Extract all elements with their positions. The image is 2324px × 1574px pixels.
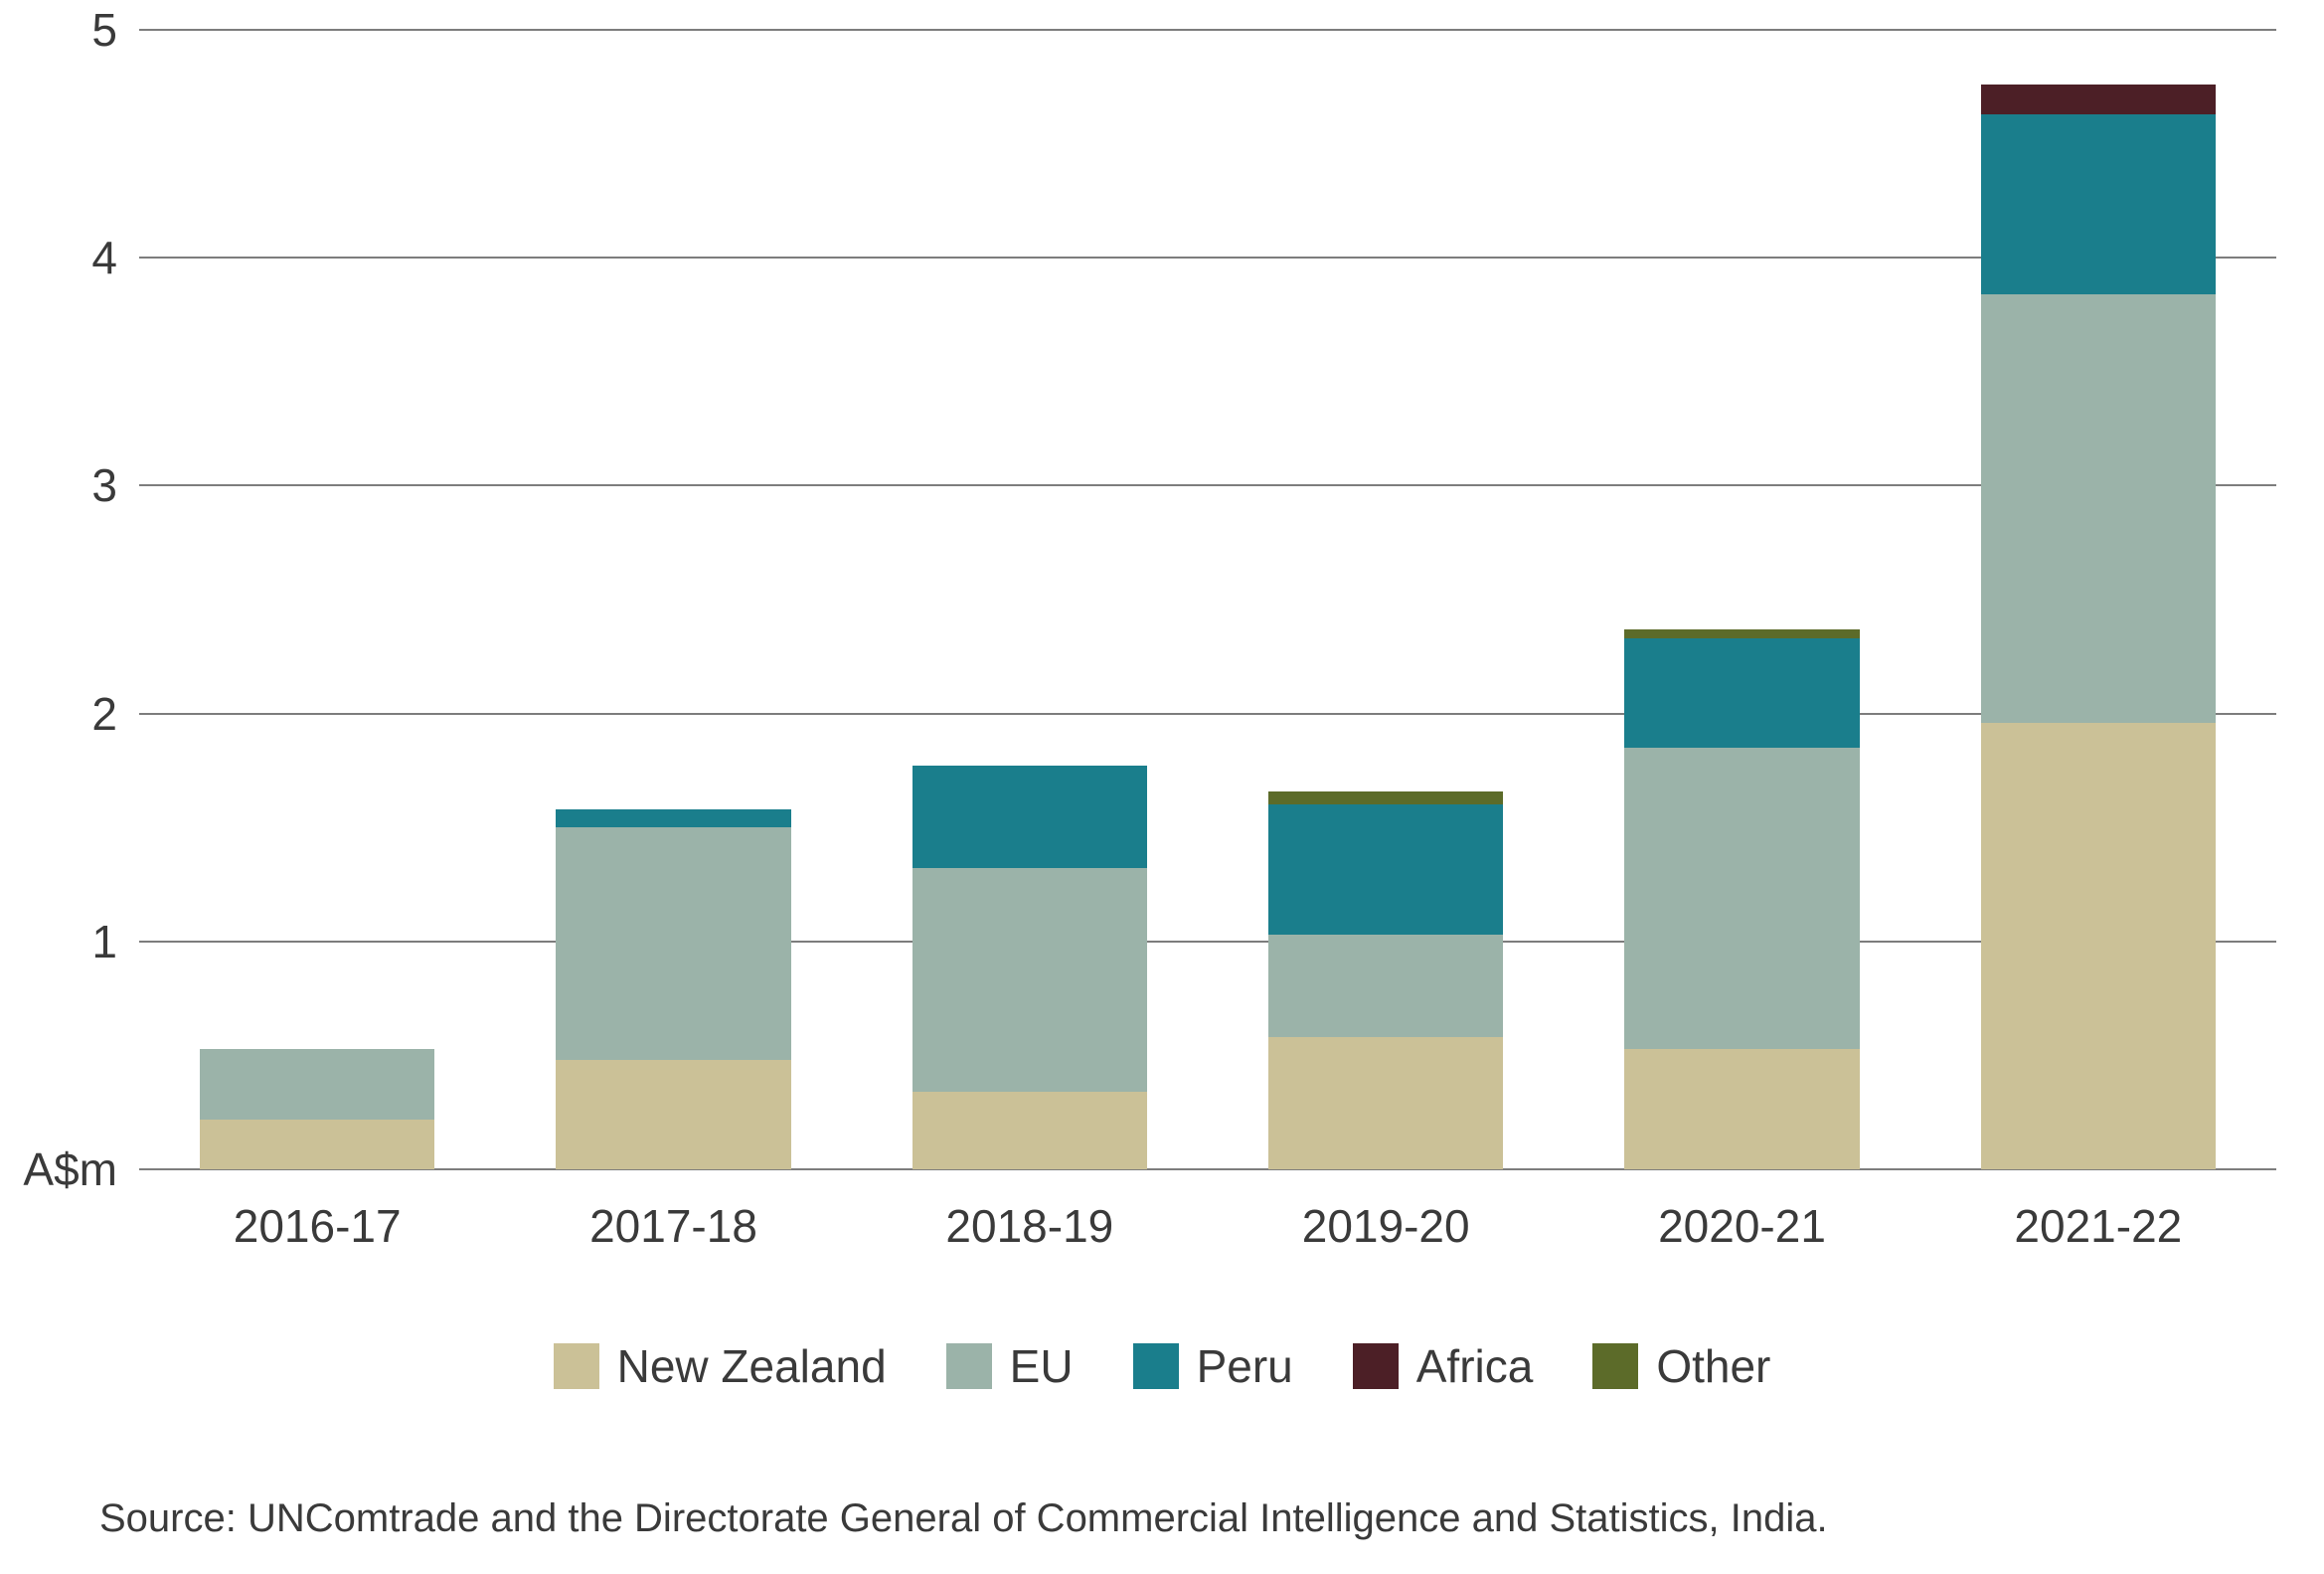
bar-segment <box>1268 1037 1504 1169</box>
bar-segment <box>1624 629 1860 638</box>
bar-segment <box>1624 1049 1860 1169</box>
gridline <box>139 29 2276 31</box>
bar-segment <box>913 766 1148 868</box>
legend-item: Other <box>1592 1335 1770 1393</box>
legend-label: Peru <box>1197 1340 1293 1392</box>
gridline <box>139 713 2276 715</box>
source-caption: Source: UNComtrade and the Directorate G… <box>99 1496 1828 1541</box>
y-axis-unit-label: A$m <box>0 1142 117 1196</box>
bar-segment <box>1268 935 1504 1037</box>
x-tick-label: 2016-17 <box>234 1199 402 1253</box>
bar-segment <box>1981 114 2217 294</box>
gridline <box>139 941 2276 943</box>
x-tick-label: 2017-18 <box>589 1199 757 1253</box>
y-tick-label: 2 <box>0 687 117 741</box>
chart-container: A$m 1 2 3 4 5 2016-17 2017-18 2018-19 2019-20 2020… <box>0 0 2324 1574</box>
y-tick-label: 4 <box>0 231 117 284</box>
x-tick-label: 2020-21 <box>1658 1199 1826 1253</box>
bar-segment <box>556 809 791 827</box>
y-tick-label: 5 <box>0 3 117 57</box>
legend-item: Africa <box>1353 1335 1534 1393</box>
bar-segment <box>556 827 791 1060</box>
gridline <box>139 257 2276 259</box>
legend-label: New Zealand <box>617 1340 887 1392</box>
gridline <box>139 484 2276 486</box>
legend: New Zealand EU Peru Africa Other <box>0 1335 2324 1393</box>
x-tick-label: 2021-22 <box>2014 1199 2182 1253</box>
bar-segment <box>1268 804 1504 935</box>
bar-segment <box>1268 791 1504 805</box>
x-tick-label: 2019-20 <box>1302 1199 1470 1253</box>
x-axis-baseline <box>139 1168 2276 1170</box>
bar-segment <box>556 1060 791 1169</box>
bar-segment <box>1624 638 1860 748</box>
bar-segment <box>200 1049 435 1120</box>
bar-segment <box>913 1092 1148 1169</box>
legend-swatch <box>1353 1343 1399 1389</box>
bar-segment <box>913 868 1148 1092</box>
bar-segment <box>1624 748 1860 1049</box>
bar-segment <box>200 1120 435 1169</box>
legend-item: Peru <box>1133 1335 1293 1393</box>
legend-swatch <box>554 1343 599 1389</box>
legend-label: Africa <box>1416 1340 1534 1392</box>
legend-swatch <box>946 1343 992 1389</box>
legend-item: New Zealand <box>554 1335 887 1393</box>
legend-swatch <box>1133 1343 1179 1389</box>
bar-segment <box>1981 723 2217 1169</box>
legend-swatch <box>1592 1343 1638 1389</box>
legend-label: EU <box>1010 1340 1074 1392</box>
x-tick-label: 2018-19 <box>945 1199 1113 1253</box>
bar-segment <box>1981 294 2217 723</box>
y-tick-label: 3 <box>0 458 117 512</box>
legend-label: Other <box>1656 1340 1770 1392</box>
legend-item: EU <box>946 1335 1074 1393</box>
bar-segment <box>1981 85 2217 114</box>
y-tick-label: 1 <box>0 915 117 968</box>
